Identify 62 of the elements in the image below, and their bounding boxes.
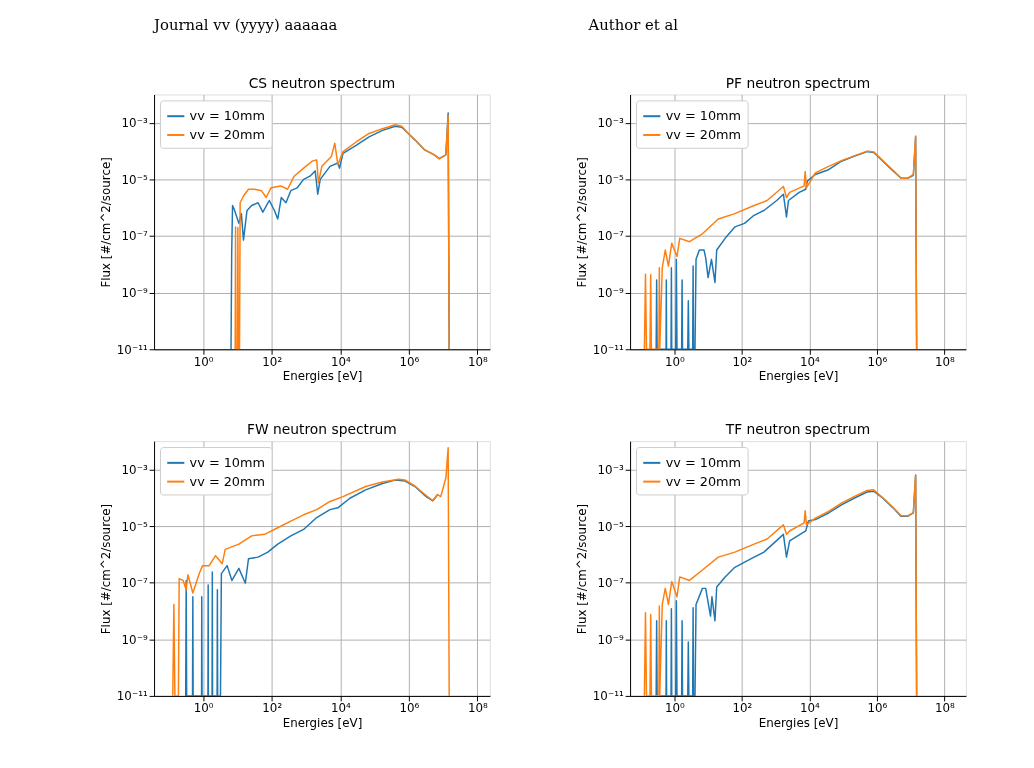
- y-tick-label: 10⁻⁵: [597, 172, 624, 187]
- x-tick-label: 10⁰: [193, 701, 214, 716]
- y-tick-label: 10⁻¹¹: [116, 689, 148, 704]
- y-tick-label: 10⁻³: [121, 462, 148, 477]
- y-tick-label: 10⁻¹¹: [592, 689, 624, 704]
- legend-label: vv = 20mm: [189, 126, 266, 142]
- y-tick-label: 10⁻⁵: [597, 519, 624, 534]
- y-tick-label: 10⁻⁵: [121, 172, 148, 187]
- chart-title: CS neutron spectrum: [248, 74, 396, 91]
- y-tick-label: 10⁻⁷: [597, 576, 624, 591]
- x-tick-label: 10⁴: [799, 701, 821, 716]
- x-axis-title: Energies [eV]: [282, 369, 363, 384]
- x-tick-label: 10⁸: [468, 701, 489, 716]
- y-tick-label: 10⁻³: [597, 116, 624, 131]
- y-tick-label: 10⁻¹¹: [116, 342, 148, 357]
- x-tick-label: 10⁶: [399, 354, 420, 369]
- chart-title: TF neutron spectrum: [724, 421, 871, 438]
- x-tick-label: 10²: [262, 354, 283, 369]
- x-tick-label: 10²: [732, 354, 753, 369]
- legend-label: vv = 10mm: [665, 108, 742, 124]
- x-tick-label: 10²: [262, 701, 283, 716]
- y-tick-label: 10⁻⁵: [121, 519, 148, 534]
- legend-label: vv = 20mm: [665, 126, 742, 142]
- x-tick-label: 10²: [732, 701, 753, 716]
- x-tick-label: 10⁶: [399, 701, 420, 716]
- y-tick-label: 10⁻⁷: [597, 229, 624, 244]
- y-tick-label: 10⁻³: [597, 462, 624, 477]
- text: Author et al: [587, 16, 679, 34]
- x-tick-label: 10⁰: [664, 354, 685, 369]
- x-tick-label: 10⁴: [330, 354, 351, 369]
- text: Journal vv (yyyy) aaaaaa: [152, 16, 338, 34]
- y-tick-label: 10⁻³: [121, 116, 148, 131]
- chart-title: FW neutron spectrum: [247, 421, 397, 438]
- x-axis-title: Energies [eV]: [758, 716, 839, 731]
- chart-title: PF neutron spectrum: [725, 74, 871, 91]
- x-axis-title: Energies [eV]: [282, 716, 363, 731]
- x-tick-label: 10⁶: [867, 701, 888, 716]
- legend-label: vv = 10mm: [189, 454, 266, 470]
- x-tick-label: 10⁸: [935, 701, 956, 716]
- x-tick-label: 10⁸: [935, 354, 956, 369]
- y-tick-label: 10⁻⁹: [121, 286, 148, 301]
- y-tick-label: 10⁻⁹: [597, 286, 624, 301]
- x-tick-label: 10⁶: [867, 354, 888, 369]
- x-axis-title: Energies [eV]: [758, 369, 839, 384]
- y-axis-title: Flux [#/cm^2/source]: [574, 157, 589, 288]
- x-tick-label: 10⁸: [468, 354, 489, 369]
- y-tick-label: 10⁻⁹: [597, 632, 624, 647]
- y-axis-title: Flux [#/cm^2/source]: [98, 503, 113, 635]
- legend-label: vv = 20mm: [665, 473, 742, 489]
- x-tick-label: 10⁰: [193, 354, 214, 369]
- x-tick-label: 10⁰: [664, 701, 685, 716]
- x-tick-label: 10⁴: [799, 354, 821, 369]
- y-tick-label: 10⁻⁷: [121, 576, 148, 591]
- x-tick-label: 10⁴: [330, 701, 351, 716]
- y-axis-title: Flux [#/cm^2/source]: [98, 157, 113, 288]
- legend-label: vv = 20mm: [189, 473, 266, 489]
- y-tick-label: 10⁻⁷: [121, 229, 148, 244]
- legend-label: vv = 10mm: [665, 454, 742, 470]
- y-tick-label: 10⁻¹¹: [592, 342, 624, 357]
- y-tick-label: 10⁻⁹: [121, 632, 148, 647]
- legend-label: vv = 10mm: [189, 108, 266, 124]
- y-axis-title: Flux [#/cm^2/source]: [574, 503, 589, 635]
